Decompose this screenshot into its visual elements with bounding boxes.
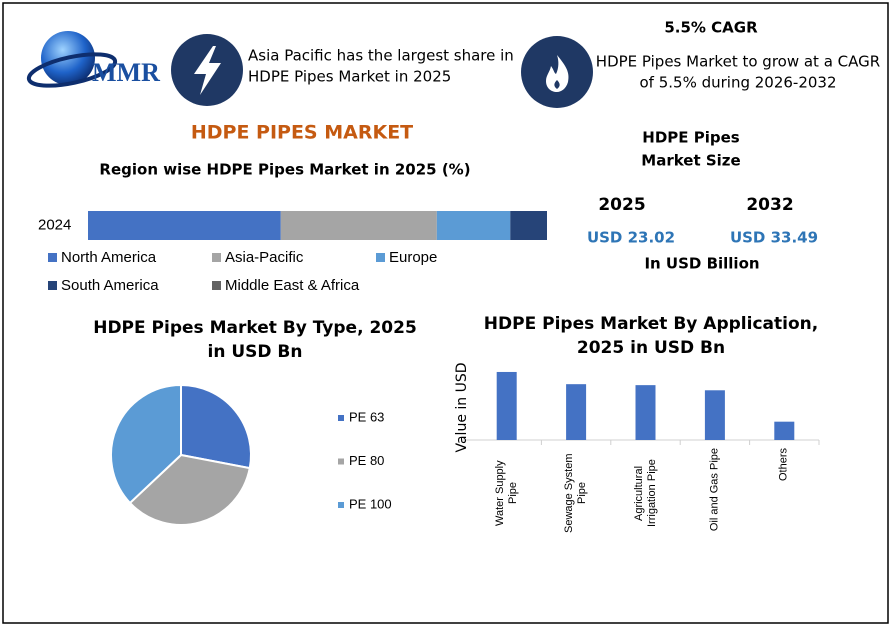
bar-segment xyxy=(436,211,511,240)
cagr-title: 5.5% CAGR xyxy=(664,19,758,37)
icon-flame-core xyxy=(554,80,560,89)
y-axis-label: Value in USD xyxy=(454,362,470,452)
icon-flame xyxy=(546,55,569,92)
legend-swatch xyxy=(338,415,344,421)
bar-segment xyxy=(280,211,437,240)
pie-slice xyxy=(180,383,252,470)
x-tick-label: Water Supply Pipe xyxy=(493,460,519,526)
main-title: HDPE PIPES MARKET xyxy=(191,122,413,144)
pie-slice xyxy=(110,383,182,505)
bar-segment xyxy=(88,211,281,240)
bar xyxy=(566,384,587,440)
size-year: 2032 xyxy=(746,195,793,215)
size-value: USD 23.02 xyxy=(587,229,675,247)
bar xyxy=(774,421,795,440)
size-title: HDPE Pipes xyxy=(642,129,740,147)
legend-swatch xyxy=(338,458,344,465)
legend-label: PE 63 xyxy=(349,409,384,424)
chart-title: in USD Bn xyxy=(208,342,303,362)
x-tick-label: Others xyxy=(777,448,790,482)
bar xyxy=(704,390,725,440)
legend-label: Middle East & Africa xyxy=(225,277,360,294)
y-tick-label: 2024 xyxy=(38,216,71,233)
bar-segment xyxy=(510,211,547,240)
chart-title: Region wise HDPE Pipes Market in 2025 (%… xyxy=(99,161,470,179)
bar xyxy=(635,385,656,440)
x-tick-label: Agricultural Irrigation Pipe xyxy=(632,459,658,527)
highlight-text: of 5.5% during 2026-2032 xyxy=(639,74,836,92)
chart-title: 2025 in USD Bn xyxy=(577,338,725,358)
highlight-text: Asia Pacific has the largest share in xyxy=(248,47,514,65)
legend-swatch xyxy=(376,253,385,262)
chart-title: HDPE Pipes Market By Type, 2025 xyxy=(93,318,417,338)
legend-label: PE 80 xyxy=(349,453,384,468)
legend-label: North America xyxy=(61,249,157,266)
logo: MMR xyxy=(26,31,160,88)
highlight-text: HDPE Pipes Market in 2025 xyxy=(248,68,451,86)
legend-label: PE 100 xyxy=(349,496,392,511)
size-unit: In USD Billion xyxy=(644,255,759,273)
size-title: Market Size xyxy=(641,152,740,170)
highlight-text: HDPE Pipes Market to grow at a CAGR xyxy=(596,53,880,71)
legend-label: Asia-Pacific xyxy=(225,249,304,266)
legend-swatch xyxy=(48,281,57,290)
size-year: 2025 xyxy=(598,195,645,215)
logo-text: MMR xyxy=(92,58,160,87)
legend-label: Europe xyxy=(389,249,437,266)
logo-swoosh xyxy=(26,52,118,88)
bar xyxy=(496,371,517,440)
legend-swatch xyxy=(48,253,57,262)
x-tick-label: Oil and Gas Pipe xyxy=(708,448,721,532)
legend-swatch xyxy=(212,253,221,262)
legend-swatch xyxy=(338,502,344,508)
legend-swatch xyxy=(212,281,221,290)
icon-bolt xyxy=(194,46,221,95)
x-tick-label: Sewage System Pipe xyxy=(563,453,589,533)
legend-label: South America xyxy=(61,277,159,294)
size-value: USD 33.49 xyxy=(730,229,818,247)
pie-slice xyxy=(128,453,251,526)
chart-title: HDPE Pipes Market By Application, xyxy=(484,314,818,334)
